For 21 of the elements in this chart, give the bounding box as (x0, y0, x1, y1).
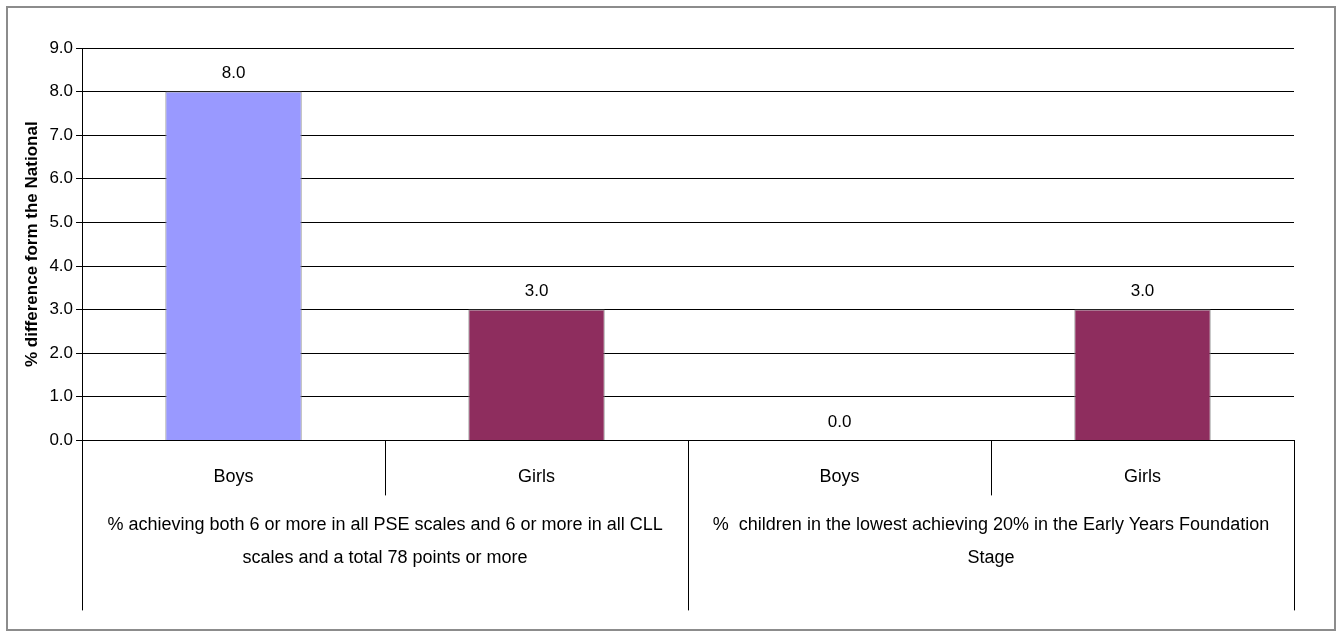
y-tick-label: 3.0 (49, 299, 74, 319)
data-label: 0.0 (827, 411, 852, 431)
y-tick-label: 2.0 (49, 342, 74, 362)
data-label: 3.0 (1130, 280, 1155, 300)
y-tick-label: 8.0 (49, 81, 74, 101)
y-tick-label: 7.0 (49, 124, 74, 144)
y-tick-label: 1.0 (49, 386, 74, 406)
text: % children in the lowest achieving 20% in the Early Years Foundation Stage (712, 514, 1270, 568)
x-tick-label: Boys (819, 466, 860, 487)
y-tick-label: 0.0 (49, 430, 74, 450)
y-tick-label: 5.0 (49, 212, 74, 232)
text: % achieving both 6 or more in all PSE scales and 6 or more in all CLL scales and a total 78 points or more (107, 514, 663, 568)
y-tick-label: 4.0 (49, 255, 74, 275)
x-tick-label: Girls (518, 466, 556, 487)
data-label: 3.0 (524, 280, 549, 300)
x-tick-label: Girls (1124, 466, 1161, 487)
y-tick-label: 9.0 (49, 37, 74, 57)
data-label: 8.0 (221, 62, 246, 82)
y-axis-title: % difference form the National (21, 121, 41, 367)
x-tick-label: Boys (213, 466, 254, 487)
y-tick-label: 6.0 (49, 168, 74, 188)
